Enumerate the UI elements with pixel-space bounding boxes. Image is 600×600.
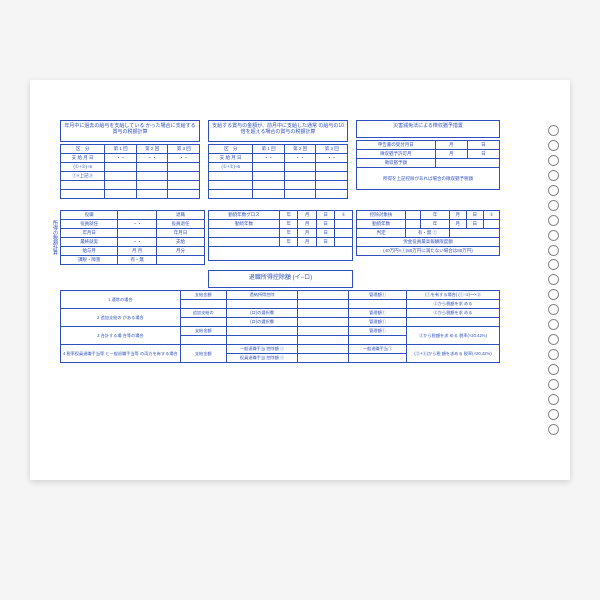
feed-hole <box>548 274 559 285</box>
feed-hole <box>548 230 559 241</box>
feed-hole <box>548 170 559 181</box>
feed-hole <box>548 215 559 226</box>
table-upper-center: 区 分第 1 回第 2 回第 3 回 支 給 月 日・・・・・・ (①+②)÷6 <box>208 144 348 199</box>
feed-hole <box>548 304 559 315</box>
feed-hole <box>548 200 559 211</box>
feed-hole <box>548 125 559 136</box>
table-upper-left: 区 分第 1 回第 2 回第 3 回 支 給 月 日・・・・・・ (①+②)÷6… <box>60 144 200 199</box>
feed-hole <box>548 259 559 270</box>
feed-hole <box>548 424 559 435</box>
table-upper-right: 申告書の受付月日月日 徴収猶予許可月月日 徴収猶予額 所得を上記控除があれば場合… <box>356 140 500 190</box>
vertical-section-label: 所得の税額計算 <box>50 220 58 255</box>
feed-hole <box>548 349 559 360</box>
form-print-area: 年月中に過去の給与を支給している かった場合に支給する賞与の税額計算 支給する賞… <box>60 120 500 420</box>
table-mid-center: 勤続年数グロス年月日① 勤続年数年月日 年月日 年月日 <box>208 210 353 261</box>
feed-hole <box>548 334 559 345</box>
tractor-feed-holes <box>548 125 562 435</box>
feed-hole <box>548 289 559 300</box>
deduction-label: 退職所得控除額 (イ−ロ) <box>208 270 353 288</box>
header-box-3: 災害減免法による徴収猶予措置 <box>356 120 500 138</box>
table-mid-left: 役職退職 役員就任・・役員退任 年月日年月日 最終就実・・支給 給与月月 月月分… <box>60 210 205 265</box>
continuous-form-paper: 年月中に過去の給与を支給している かった場合に支給する賞与の税額計算 支給する賞… <box>30 80 570 480</box>
feed-hole <box>548 319 559 330</box>
feed-hole <box>548 409 559 420</box>
table-bottom-calc: 1 通常の場合 支給金額 過納所得控除 管理額① (①を有する場合) (①÷2)… <box>60 290 500 363</box>
header-box-1: 年月中に過去の給与を支給している かった場合に支給する賞与の税額計算 <box>60 120 200 142</box>
feed-hole <box>548 394 559 405</box>
header-box-2: 支給する賞与の金額が、前月中に支給した通常 の給与の10倍を超える場合の賞与の税… <box>208 120 348 142</box>
feed-hole <box>548 155 559 166</box>
feed-hole <box>548 245 559 256</box>
feed-hole <box>548 185 559 196</box>
feed-hole <box>548 140 559 151</box>
table-mid-right: 控除対象扶年月日① 勤続年数年月日 判定有・無 ① 労金役員最高報酬限度額 (4… <box>356 210 500 256</box>
feed-hole <box>548 364 559 375</box>
feed-hole <box>548 379 559 390</box>
